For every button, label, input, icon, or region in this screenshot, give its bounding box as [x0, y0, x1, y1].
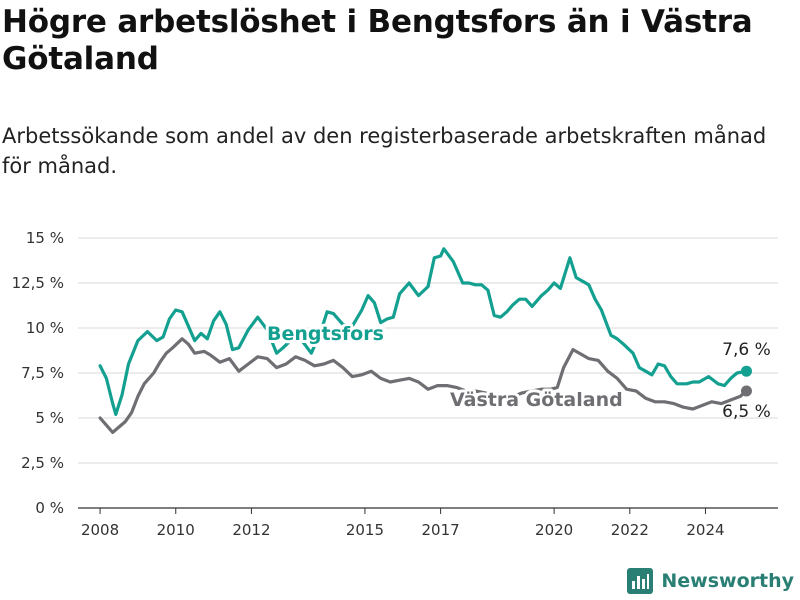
end-point-bengtsfors [740, 365, 752, 377]
bar-chart-logo-icon [627, 568, 654, 594]
series-name-vastra-gotaland: Västra Götaland [450, 389, 623, 411]
y-tick-label: 12,5 % [12, 274, 64, 292]
x-tick-label: 2022 [611, 521, 649, 539]
x-tick-label: 2012 [232, 521, 270, 539]
end-point-vastra-gotaland [740, 385, 752, 397]
y-tick-label: 10 % [26, 319, 64, 337]
x-tick-label: 2010 [157, 521, 195, 539]
y-tick-label: 15 % [26, 229, 64, 247]
end-value-label-bengtsfors: 7,6 % [722, 340, 771, 360]
brand-name: Newsworthy [661, 570, 794, 592]
chart-subtitle: Arbetssökande som andel av den registerb… [2, 124, 767, 178]
y-tick-label: 5 % [35, 409, 64, 427]
x-tick-label: 2024 [686, 521, 724, 539]
series-lines [98, 247, 752, 434]
series-name-bengtsfors: Bengtsfors [267, 323, 384, 345]
series-labels: Bengtsfors Västra Götaland 7,6 % 6,5 % [264, 320, 771, 422]
series-line-bengtsfors [98, 247, 749, 416]
x-tick-label: 2008 [81, 521, 119, 539]
series-line-vastra-gotaland [98, 337, 749, 434]
y-tick-label: 2,5 % [21, 454, 64, 472]
x-tick-label: 2020 [535, 521, 573, 539]
y-tick-label: 0 % [35, 499, 64, 517]
x-tick-label: 2017 [422, 521, 460, 539]
x-tick-label: 2015 [346, 521, 384, 539]
grid-lines [78, 237, 778, 509]
axes: 0 % 2,5 % 5 % 7,5 % 10 % 12,5 % 15 % 2008 2010 20… [12, 229, 725, 539]
newsworthy-brand: Newsworthy [627, 568, 794, 594]
y-tick-label: 7,5 % [21, 364, 64, 382]
end-value-label-vastra-gotaland: 6,5 % [722, 402, 771, 422]
chart-title: Högre arbetslöshet i Bengtsfors än i Väs… [2, 4, 753, 77]
